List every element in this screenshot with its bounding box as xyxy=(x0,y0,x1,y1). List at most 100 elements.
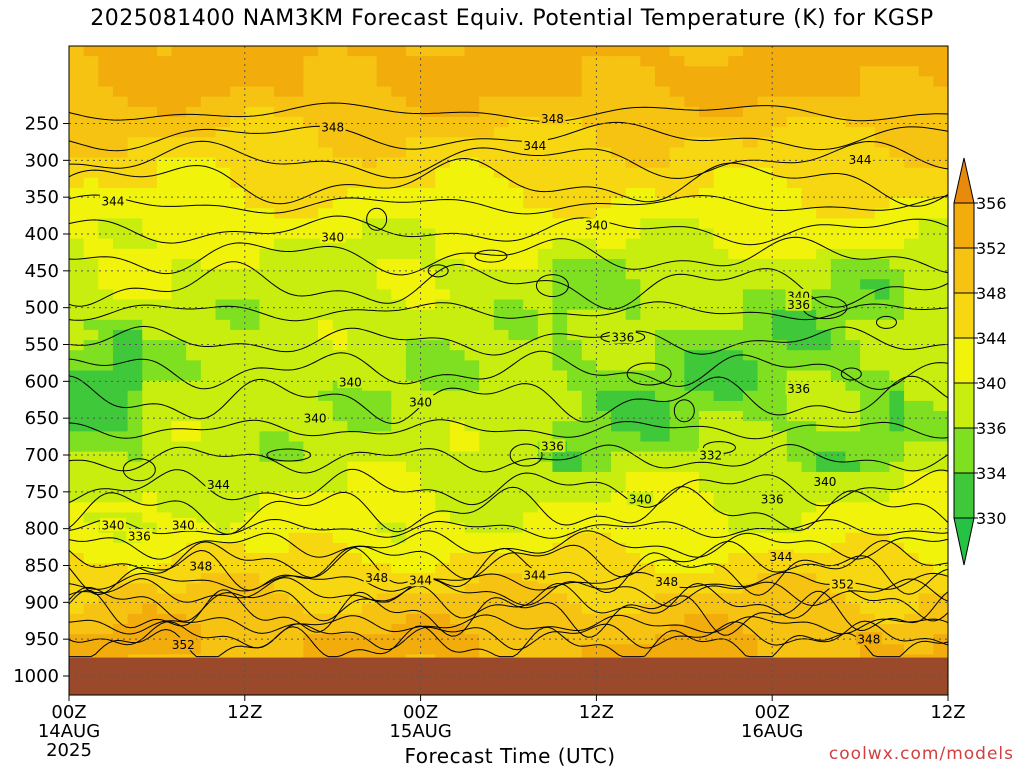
theta-e-cell xyxy=(435,400,451,412)
theta-e-cell xyxy=(186,329,202,341)
theta-e-cell xyxy=(860,390,876,402)
theta-e-cell xyxy=(274,218,290,230)
theta-e-cell xyxy=(259,147,275,159)
contour-label-bg xyxy=(319,229,346,243)
theta-e-cell xyxy=(112,116,129,128)
theta-e-cell xyxy=(845,86,861,98)
theta-e-cell xyxy=(933,644,949,656)
theta-e-cell xyxy=(98,147,114,159)
theta-e-cell xyxy=(904,238,920,250)
theta-e-cell xyxy=(142,613,158,625)
theta-e-cell xyxy=(611,482,627,493)
theta-e-cell xyxy=(830,258,847,270)
theta-e-cell xyxy=(552,86,568,98)
theta-e-cell xyxy=(669,46,685,57)
theta-e-cell xyxy=(640,603,656,615)
theta-e-cell xyxy=(362,380,378,392)
theta-e-cell xyxy=(860,258,876,270)
theta-e-cell xyxy=(874,390,890,402)
theta-e-cell xyxy=(523,471,539,483)
theta-e-cell xyxy=(860,76,876,88)
theta-e-cell xyxy=(640,66,656,78)
theta-e-cell xyxy=(112,360,129,372)
theta-e-cell xyxy=(581,400,597,412)
theta-e-cell xyxy=(669,309,685,321)
theta-e-cell xyxy=(889,66,905,78)
theta-e-cell xyxy=(405,532,422,544)
theta-e-cell xyxy=(142,553,158,564)
theta-e-cell xyxy=(698,167,715,179)
theta-e-cell xyxy=(786,96,803,108)
theta-e-cell xyxy=(742,441,759,453)
theta-e-cell xyxy=(596,360,612,372)
theta-e-cell xyxy=(655,238,671,250)
theta-e-cell xyxy=(889,147,905,159)
theta-e-cell xyxy=(98,471,114,483)
theta-e-cell xyxy=(83,329,99,341)
theta-e-cell xyxy=(816,177,832,189)
theta-e-cell xyxy=(230,76,246,88)
theta-e-cell xyxy=(581,147,597,159)
theta-e-cell xyxy=(274,502,290,514)
theta-e-cell xyxy=(757,482,773,493)
theta-e-cell xyxy=(684,634,700,645)
theta-e-cell xyxy=(171,46,187,57)
theta-e-cell xyxy=(611,461,627,473)
theta-e-cell xyxy=(713,157,729,169)
theta-e-cell xyxy=(830,502,847,514)
theta-e-cell xyxy=(186,208,202,219)
theta-e-cell xyxy=(464,96,480,108)
theta-e-cell xyxy=(698,471,715,483)
theta-e-cell xyxy=(449,613,466,625)
theta-e-cell xyxy=(288,137,304,149)
theta-e-cell xyxy=(69,46,85,57)
theta-e-cell xyxy=(259,350,275,361)
theta-e-cell xyxy=(405,228,422,240)
theta-e-cell xyxy=(918,309,934,321)
theta-e-cell xyxy=(69,177,85,189)
theta-e-cell xyxy=(288,583,304,595)
theta-e-cell xyxy=(742,238,759,250)
theta-e-cell xyxy=(611,360,627,372)
theta-e-cell xyxy=(435,309,451,321)
theta-e-cell xyxy=(611,380,627,392)
theta-e-cell xyxy=(259,137,275,149)
contour-label: 340 xyxy=(585,219,608,233)
theta-e-cell xyxy=(625,76,641,88)
theta-e-cell xyxy=(757,208,773,219)
theta-e-cell xyxy=(362,269,378,280)
theta-e-cell xyxy=(567,208,583,219)
theta-e-cell xyxy=(669,553,685,564)
theta-e-cell xyxy=(655,390,671,402)
theta-e-cell xyxy=(435,299,451,311)
theta-e-cell xyxy=(479,177,495,189)
theta-e-cell xyxy=(259,431,275,443)
theta-e-cell xyxy=(347,208,363,219)
theta-e-cell xyxy=(698,218,715,230)
theta-e-cell xyxy=(98,76,114,88)
theta-e-cell xyxy=(508,66,524,78)
theta-e-cell xyxy=(845,66,861,78)
theta-e-cell xyxy=(801,553,817,564)
theta-e-cell xyxy=(830,431,847,443)
theta-e-cell xyxy=(362,512,378,524)
theta-e-cell xyxy=(435,218,451,230)
theta-e-cell xyxy=(625,340,641,351)
y-tick-label: 400 xyxy=(25,224,59,245)
theta-e-cell xyxy=(845,512,861,524)
theta-e-cell xyxy=(552,309,568,321)
theta-e-cell xyxy=(933,624,949,635)
theta-e-cell xyxy=(449,66,466,78)
theta-e-cell xyxy=(537,96,554,108)
theta-e-cell xyxy=(918,289,934,301)
theta-e-cell xyxy=(230,187,246,199)
theta-e-cell xyxy=(567,147,583,159)
theta-e-cell xyxy=(640,573,656,585)
contour-line xyxy=(68,530,949,560)
contour-label: 336 xyxy=(541,440,564,454)
theta-e-cell xyxy=(655,542,671,554)
theta-e-cell xyxy=(816,279,832,290)
theta-e-cell xyxy=(215,269,231,280)
theta-e-cell xyxy=(742,167,759,179)
theta-e-cell xyxy=(508,116,524,128)
